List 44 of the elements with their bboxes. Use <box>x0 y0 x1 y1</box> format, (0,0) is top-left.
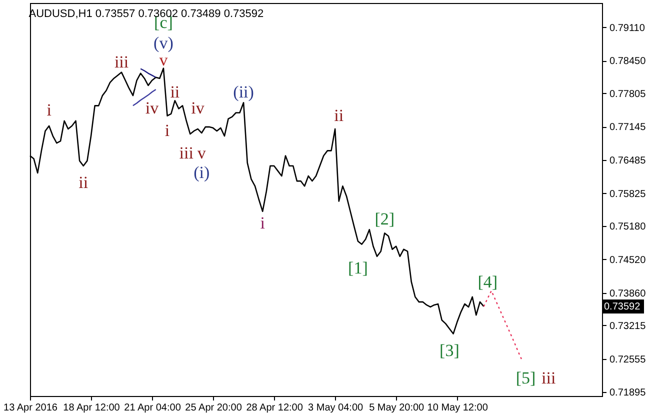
annotation: ii <box>78 173 88 192</box>
y-tick-label: 0.76485 <box>610 156 646 167</box>
annotation: ii <box>170 82 180 102</box>
annotation: iii <box>542 368 556 388</box>
x-tick-label: 3 May 04:00 <box>308 402 364 414</box>
y-tick-label: 0.79110 <box>610 22 646 34</box>
annotation: [5] <box>516 368 536 388</box>
x-tick-label: 28 Apr 12:00 <box>246 402 304 414</box>
y-tick-label: 0.75825 <box>610 188 646 200</box>
annotation: v <box>159 50 168 70</box>
annotation: i <box>46 100 52 120</box>
x-tick-label: 18 Apr 12:00 <box>63 402 120 414</box>
line-series <box>483 290 523 361</box>
y-tick-label: 0.78450 <box>610 56 646 68</box>
annotation: [2] <box>374 209 395 228</box>
y-tick-label: 0.74520 <box>610 254 646 266</box>
annotation: [3] <box>440 340 460 360</box>
annotation: [1] <box>348 258 368 278</box>
annotation: iv <box>145 98 160 118</box>
line-series <box>140 68 156 78</box>
y-tick-label: 0.77805 <box>610 88 646 100</box>
annotation: ii <box>334 106 344 125</box>
x-tick-label: 10 May 12:00 <box>427 402 488 414</box>
y-tick-label: 0.75180 <box>610 222 646 233</box>
y-tick-label: 0.73215 <box>610 320 646 332</box>
y-tick-label: 0.73860 <box>610 288 646 300</box>
annotation: (i) <box>194 162 210 182</box>
x-tick-label: 5 May 20:00 <box>369 402 425 414</box>
annotation: i <box>260 214 266 233</box>
annotation: iii <box>114 52 129 72</box>
annotation: (v) <box>154 33 174 52</box>
x-tick-label: 21 Apr 04:00 <box>124 402 182 414</box>
annotation: (ii) <box>233 82 254 102</box>
text: 0.73592 <box>604 301 641 312</box>
annotation: iv <box>191 98 205 118</box>
y-tick-label: 0.77145 <box>610 122 646 134</box>
annotation: v <box>197 144 206 163</box>
x-tick-label: 13 Apr 2016 <box>4 402 58 414</box>
annotation: i <box>164 120 170 140</box>
annotation: [4] <box>478 272 498 292</box>
y-tick-label: 0.72555 <box>610 354 646 366</box>
y-tick-label: 0.71895 <box>610 388 646 399</box>
x-tick-label: 25 Apr 20:00 <box>185 402 242 414</box>
annotation: iii <box>179 144 194 163</box>
